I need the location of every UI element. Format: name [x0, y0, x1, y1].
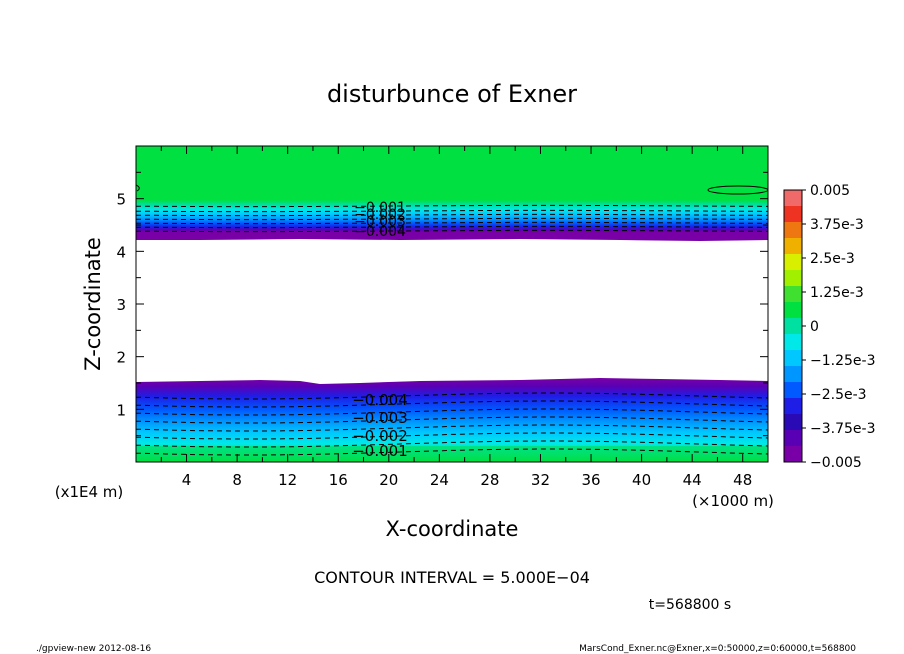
colorbar-swatch — [784, 270, 802, 287]
contour-line-upper — [136, 221, 768, 225]
contour-line-upper — [136, 209, 768, 213]
colorbar-swatch — [784, 414, 802, 431]
colorbar-swatch — [784, 302, 802, 319]
contour-label-lower-2: −0.003 — [352, 409, 408, 427]
colorbar-swatch — [784, 446, 802, 463]
footer-right: MarsCond_Exner.nc@Exner,x=0:50000,z=0:60… — [579, 644, 856, 654]
upper-purple-edge — [136, 232, 768, 241]
lower-gradient-band — [136, 378, 768, 462]
colorbar-label: −0.005 — [810, 455, 862, 471]
colorbar-label: −3.75e-3 — [810, 421, 875, 437]
contour-label-lower-1: −0.004 — [352, 391, 408, 409]
x-axis-unit: (×1000 m) — [692, 492, 774, 510]
lower-green-floor — [136, 446, 768, 462]
y-axis: 1 2 3 4 5 — [116, 171, 768, 437]
colorbar-swatch — [784, 222, 802, 239]
footer-left: ./gpview-new 2012-08-16 — [36, 644, 151, 654]
y-tick-label: 4 — [116, 243, 126, 261]
colorbar-swatch — [784, 190, 802, 207]
x-tick-label: 8 — [232, 471, 242, 489]
x-tick-label: 28 — [480, 471, 499, 489]
x-axis-label: X-coordinate — [386, 517, 519, 541]
time-stamp-text: t=568800 s — [649, 597, 731, 613]
y-axis-label: Z-coordinate — [81, 237, 105, 371]
chart-title: disturbunce of Exner — [327, 80, 577, 108]
contour-labels: −0.004 −0.003 −0.002 −0.001 −0.001 −0.00… — [352, 200, 408, 460]
contour-label-lower-4: −0.001 — [352, 442, 408, 460]
colorbar-label: −2.5e-3 — [810, 387, 867, 403]
colorbar-swatch — [784, 334, 802, 351]
x-tick-label: 36 — [581, 471, 600, 489]
x-tick-label: 48 — [733, 471, 752, 489]
x-tick-label: 32 — [531, 471, 550, 489]
contour-lines — [136, 204, 768, 456]
x-axis: 4 8 12 16 20 24 28 32 36 40 44 48 — [160, 146, 752, 489]
contour-ellipse-right — [707, 185, 768, 195]
y-axis-unit: (x1E4 m) — [55, 483, 124, 501]
colorbar-swatch — [784, 238, 802, 255]
contour-label-lower-3: −0.002 — [352, 427, 408, 445]
y-tick-label: 3 — [116, 296, 126, 314]
contour-line-upper — [136, 213, 768, 217]
colorbar-swatch — [784, 398, 802, 415]
x-tick-label: 20 — [379, 471, 398, 489]
contour-label-upper-2: −0.002 — [354, 207, 406, 223]
contour-line-upper — [136, 225, 768, 229]
colorbar-swatch — [784, 366, 802, 383]
contour-label-upper-4: −0.004 — [354, 224, 406, 240]
colorbar-label: 0 — [810, 319, 819, 335]
colorbar-swatch — [784, 430, 802, 447]
contour-line-upper — [136, 217, 768, 221]
colorbar-label: 0.005 — [810, 183, 850, 199]
contour-arc-left — [136, 184, 140, 192]
contour-line-upper — [136, 204, 768, 208]
contour-label-upper-1: −0.001 — [354, 200, 406, 216]
contour-line-lower — [136, 432, 768, 440]
y-tick-label: 2 — [116, 349, 126, 367]
colorbar-swatch — [784, 350, 802, 367]
colorbar-swatch — [784, 382, 802, 399]
colorbar-label: 3.75e-3 — [810, 217, 864, 233]
colorbar-swatch — [784, 318, 802, 335]
contour-label-upper-3: −0.003 — [354, 214, 406, 230]
x-tick-label: 24 — [430, 471, 449, 489]
colorbar-label: 1.25e-3 — [810, 285, 864, 301]
x-tick-label: 40 — [632, 471, 651, 489]
x-tick-label: 4 — [182, 471, 192, 489]
contour-line-lower — [136, 424, 768, 432]
contour-line-lower — [136, 448, 768, 456]
contour-line-upper — [136, 229, 768, 233]
contour-line-lower — [136, 400, 768, 408]
x-tick-label: 12 — [278, 471, 297, 489]
colorbar-swatch — [784, 286, 802, 303]
colorbar: 0.005 3.75e-3 2.5e-3 1.25e-3 0 −1.25e-3 −2.5e-… — [783, 183, 875, 471]
x-tick-label: 44 — [683, 471, 702, 489]
x-tick-label: 16 — [329, 471, 348, 489]
contour-line-lower — [136, 416, 768, 424]
colorbar-swatch — [784, 206, 802, 223]
colorbar-label: 2.5e-3 — [810, 251, 855, 267]
contour-line-lower — [136, 392, 768, 400]
contour-line-lower — [136, 440, 768, 448]
y-tick-label: 5 — [116, 191, 126, 209]
colorbar-swatch — [784, 254, 802, 271]
y-tick-label: 1 — [116, 401, 126, 419]
contour-interval-text: CONTOUR INTERVAL = 5.000E−04 — [314, 568, 590, 587]
contour-field — [136, 146, 768, 462]
colorbar-label: −1.25e-3 — [810, 353, 875, 369]
contour-line-lower — [136, 408, 768, 416]
upper-green-region — [136, 146, 768, 202]
